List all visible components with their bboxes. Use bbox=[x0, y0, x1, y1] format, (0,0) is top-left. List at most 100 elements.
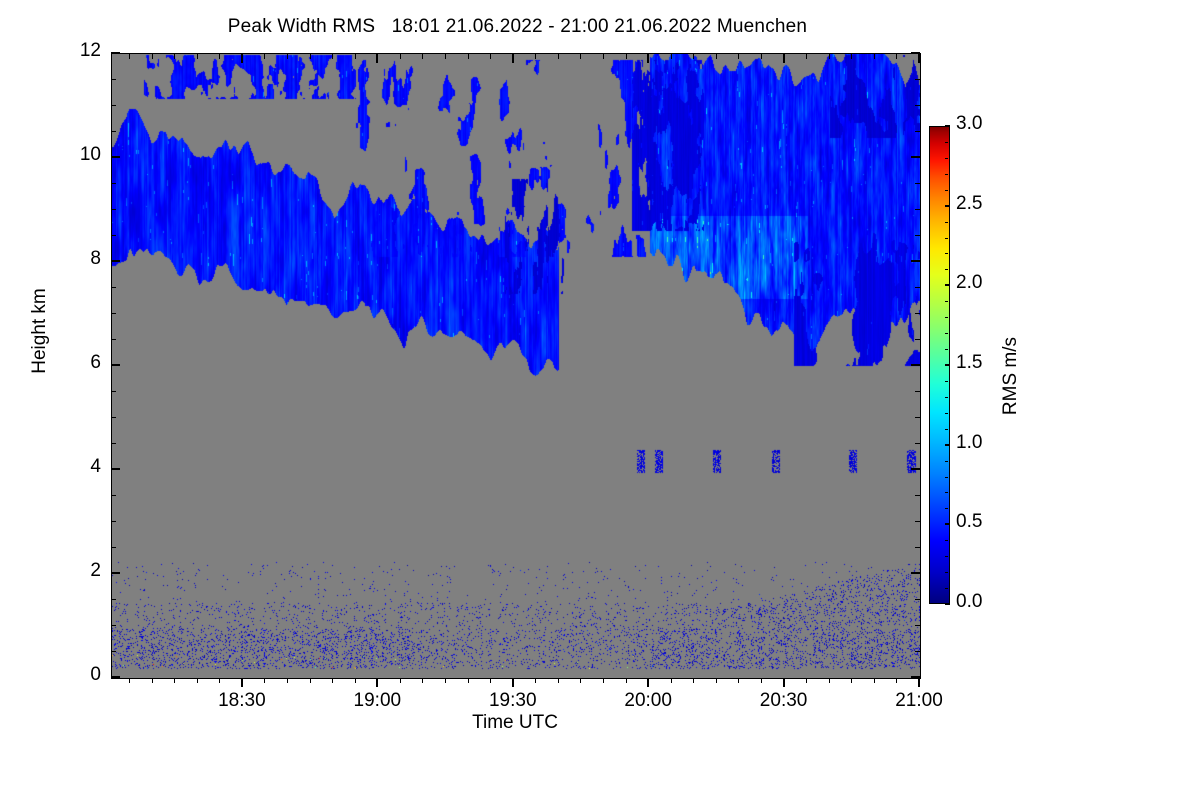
colorbar-tick bbox=[945, 492, 948, 494]
colorbar-tick bbox=[945, 157, 948, 159]
x-tick-minor bbox=[264, 678, 266, 683]
colorbar-tick-label: 0.5 bbox=[956, 511, 983, 533]
colorbar bbox=[929, 125, 950, 605]
x-tick-top bbox=[399, 54, 401, 59]
x-tick-top bbox=[603, 54, 605, 59]
x-tick-top bbox=[467, 54, 469, 59]
colorbar-tick-label: 1.5 bbox=[956, 352, 983, 373]
y-tick-minor bbox=[111, 599, 116, 600]
x-tick-top bbox=[445, 54, 447, 59]
colorbar-tick bbox=[945, 333, 948, 335]
colorbar-tick bbox=[945, 556, 948, 558]
colorbar-tick bbox=[945, 443, 950, 446]
y-tick-label: 4 bbox=[90, 456, 101, 477]
y-tick-minor bbox=[111, 651, 116, 652]
colorbar-tick bbox=[945, 221, 948, 223]
x-axis-title: Time UTC bbox=[472, 712, 558, 733]
x-tick-label: 20:00 bbox=[624, 690, 672, 711]
x-tick-minor bbox=[399, 678, 401, 683]
colorbar-title: RMS m/s bbox=[1000, 336, 1021, 416]
colorbar-tick bbox=[945, 189, 948, 191]
y-tick-minor bbox=[111, 183, 116, 184]
x-tick-top bbox=[309, 54, 311, 59]
colorbar-tick bbox=[945, 380, 948, 382]
x-tick-minor bbox=[129, 678, 131, 683]
y-tick-right bbox=[915, 105, 920, 106]
x-tick-top bbox=[422, 54, 424, 59]
y-tick-minor bbox=[111, 313, 116, 314]
x-tick-minor bbox=[445, 678, 447, 683]
x-tick-major bbox=[782, 678, 785, 687]
y-tick-right bbox=[915, 209, 920, 210]
x-tick-top bbox=[738, 54, 740, 59]
colorbar-tick-label: 2.5 bbox=[956, 192, 983, 214]
x-tick-minor bbox=[896, 678, 898, 683]
y-tick-right bbox=[915, 339, 920, 340]
y-tick-label: 2 bbox=[90, 560, 101, 581]
y-tick-label: 6 bbox=[90, 352, 101, 373]
colorbar-tick bbox=[945, 284, 950, 287]
y-tick-right bbox=[915, 235, 920, 236]
y-tick-minor bbox=[111, 521, 116, 522]
x-tick-top bbox=[806, 54, 808, 59]
x-tick-top bbox=[918, 54, 920, 63]
colorbar-tick bbox=[945, 204, 950, 207]
x-tick-minor bbox=[873, 678, 875, 683]
y-tick-right bbox=[915, 79, 920, 80]
y-tick-major bbox=[111, 260, 120, 262]
x-tick-minor bbox=[806, 678, 808, 683]
y-tick-major bbox=[111, 52, 120, 54]
x-tick-top bbox=[851, 54, 853, 59]
x-tick-minor bbox=[219, 678, 221, 683]
y-tick-major bbox=[111, 676, 120, 678]
x-tick-minor bbox=[535, 678, 537, 683]
y-tick-major bbox=[111, 156, 120, 158]
y-tick-minor bbox=[111, 391, 116, 392]
x-tick-minor bbox=[693, 678, 695, 683]
x-tick-top bbox=[332, 54, 334, 59]
y-tick-major bbox=[111, 364, 120, 366]
y-tick-right bbox=[915, 443, 920, 444]
x-tick-minor bbox=[196, 678, 198, 683]
y-tick-minor bbox=[111, 79, 116, 80]
colorbar-tick-label: 0.0 bbox=[956, 591, 983, 612]
y-tick-minor bbox=[111, 443, 116, 444]
y-tick-right bbox=[915, 417, 920, 418]
x-tick-top bbox=[535, 54, 537, 59]
x-tick-label: 19:00 bbox=[353, 690, 402, 711]
x-tick-top bbox=[828, 54, 830, 59]
x-tick-minor bbox=[354, 678, 356, 683]
x-tick-minor bbox=[715, 678, 717, 683]
colorbar-tick bbox=[945, 603, 950, 605]
x-tick-top bbox=[196, 54, 198, 59]
x-tick-top bbox=[670, 54, 672, 59]
y-tick-minor bbox=[111, 105, 116, 106]
x-tick-minor bbox=[557, 678, 559, 683]
x-tick-top bbox=[896, 54, 898, 59]
y-tick-right bbox=[915, 183, 920, 184]
x-tick-top bbox=[174, 54, 176, 59]
y-tick-right bbox=[911, 156, 920, 158]
x-tick-minor bbox=[851, 678, 853, 683]
x-tick-minor bbox=[422, 678, 424, 683]
x-tick-label: 20:30 bbox=[759, 690, 808, 711]
x-tick-top bbox=[761, 54, 762, 59]
y-tick-right bbox=[915, 391, 920, 392]
x-tick-minor bbox=[151, 678, 153, 683]
x-tick-minor bbox=[287, 678, 289, 683]
y-tick-label: 0 bbox=[90, 664, 101, 685]
y-tick-right bbox=[911, 52, 920, 54]
y-tick-right bbox=[915, 521, 920, 522]
y-tick-right bbox=[911, 572, 920, 574]
x-tick-label: 19:30 bbox=[488, 690, 537, 711]
x-tick-minor bbox=[828, 678, 830, 683]
colorbar-tick bbox=[945, 572, 948, 574]
colorbar-tick bbox=[945, 588, 948, 590]
y-tick-right bbox=[915, 495, 920, 496]
x-tick-top bbox=[219, 54, 221, 59]
x-tick-major bbox=[511, 678, 514, 687]
y-tick-right bbox=[915, 131, 920, 132]
heatmap-data-canvas bbox=[112, 54, 920, 678]
x-tick-major bbox=[376, 678, 379, 687]
y-tick-right bbox=[915, 287, 920, 288]
